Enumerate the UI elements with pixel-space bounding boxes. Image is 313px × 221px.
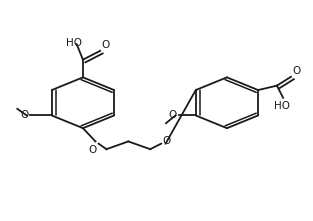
Text: O: O: [169, 110, 177, 120]
Text: HO: HO: [66, 38, 82, 48]
Text: HO: HO: [274, 101, 290, 111]
Text: O: O: [88, 145, 96, 155]
Text: O: O: [163, 136, 171, 147]
Text: O: O: [292, 66, 300, 76]
Text: O: O: [102, 40, 110, 50]
Text: O: O: [20, 110, 28, 120]
